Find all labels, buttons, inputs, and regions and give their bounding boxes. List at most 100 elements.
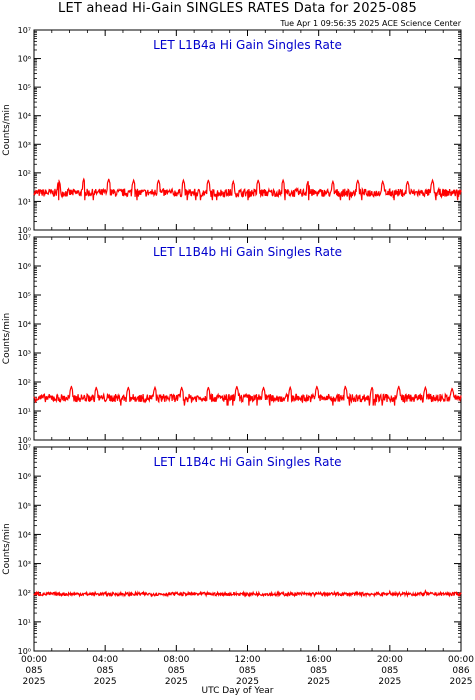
y-tick-label: 10¹: [18, 407, 31, 416]
series-point: [307, 180, 309, 183]
y-tick-label: 10³: [18, 140, 31, 149]
x-tick-label: 08:00: [163, 655, 189, 665]
x-tick-label: 2025: [94, 677, 117, 687]
y-tick-label: 10²: [18, 378, 31, 387]
series-point: [316, 385, 318, 388]
x-tick-label: 00:00: [448, 655, 474, 665]
series-point: [460, 191, 462, 193]
y-tick-label: 10²: [18, 169, 31, 178]
series-point: [246, 592, 249, 594]
y-tick-label: 10⁰: [18, 647, 31, 656]
series-point: [181, 386, 183, 389]
y-tick-label: 10⁷: [18, 26, 31, 35]
plot-frame: [33, 236, 462, 441]
series-point: [207, 386, 209, 389]
series-point: [257, 179, 259, 181]
series-point: [460, 592, 462, 594]
chart-panel-3: 10⁰ 10¹ 10² 10³ 10⁴ 10⁵ 10⁶ 10⁷ LET L1B4c Hi Gai…: [2, 443, 462, 656]
x-tick-label: 085: [310, 666, 327, 676]
series-point: [262, 386, 265, 389]
x-tick-label: 04:00: [92, 655, 118, 665]
series-point: [58, 179, 60, 181]
series-point: [318, 592, 320, 594]
series-point: [33, 396, 35, 398]
series-point: [175, 592, 177, 594]
y-tick-label: 10⁵: [18, 83, 31, 92]
x-tick-label: 16:00: [306, 655, 332, 665]
y-tick-label: 10⁶: [18, 472, 31, 481]
y-tick-label: 10⁴: [18, 320, 31, 329]
y-tick-label: 10⁷: [18, 443, 31, 452]
y-tick-label: 10⁵: [18, 291, 31, 300]
series-point: [154, 386, 156, 389]
series-point: [344, 385, 346, 388]
series-line: [33, 177, 462, 201]
chart-panel-2: 10⁰ 10¹ 10² 10³ 10⁴ 10⁵ 10⁶ 10⁷ LET L1B4b Hi Gai…: [2, 233, 462, 445]
series-point: [451, 387, 453, 390]
series-point: [424, 590, 427, 592]
y-tick-label: 10⁴: [18, 530, 31, 539]
series-point: [133, 179, 135, 181]
series-point: [289, 386, 291, 389]
y-tick-label: 10⁷: [18, 233, 31, 242]
y-tick-label: 10²: [18, 589, 31, 598]
series-point: [70, 385, 72, 388]
series-point: [431, 179, 434, 181]
y-axis-label: Counts/min: [2, 313, 12, 364]
y-tick-label: 10⁶: [18, 262, 31, 271]
series-point: [389, 590, 391, 593]
series-point: [236, 385, 238, 388]
series-point: [332, 180, 334, 183]
x-tick-label: 12:00: [235, 655, 261, 665]
x-tick-label: 2025: [23, 677, 46, 687]
x-tick-label: 2025: [378, 677, 401, 687]
x-tick-label: 2025: [450, 677, 473, 687]
x-tick-label: 2025: [307, 677, 330, 687]
y-tick-label: 10¹: [18, 618, 31, 627]
x-tick-label: 20:00: [377, 655, 403, 665]
series-point: [33, 594, 35, 596]
series-point: [108, 178, 110, 180]
series-point: [424, 386, 427, 389]
x-tick-label: 085: [97, 666, 114, 676]
panel-title: LET L1B4a Hi Gain Singles Rate: [153, 38, 342, 52]
x-tick-label: 085: [25, 666, 42, 676]
x-tick-label: 2025: [236, 677, 259, 687]
series-point: [382, 180, 384, 183]
chart-title: LET ahead Hi-Gain SINGLES RATES Data for…: [58, 1, 417, 16]
timestamp: Tue Apr 1 09:56:35 2025 ACE Science Cent…: [280, 19, 461, 28]
x-tick-label: 085: [168, 666, 185, 676]
y-tick-label: 10⁵: [18, 501, 31, 510]
chart-panel-1: 10⁰ 10¹ 10² 10³ 10⁴ 10⁵ 10⁶ 10⁷ LET L1B4a Hi Gai…: [2, 26, 462, 235]
series-point: [398, 385, 400, 388]
y-axis-label: Counts/min: [2, 104, 12, 155]
x-axis-label: UTC Day of Year: [201, 686, 274, 696]
x-tick-label: 085: [381, 666, 398, 676]
plot-frame: [33, 446, 462, 652]
panel-title: LET L1B4b Hi Gain Singles Rate: [153, 245, 342, 259]
series-point: [371, 386, 373, 389]
x-tick-label: 085: [239, 666, 256, 676]
x-tick-label: 2025: [165, 677, 188, 687]
series-point: [83, 178, 85, 180]
series-point: [95, 386, 97, 389]
series-point: [232, 180, 234, 183]
series-point: [104, 592, 106, 594]
y-tick-label: 10⁰: [18, 436, 31, 445]
y-tick-label: 10³: [18, 349, 31, 358]
y-tick-label: 10⁴: [18, 112, 31, 121]
y-tick-label: 10⁶: [18, 55, 31, 64]
series-point: [407, 180, 409, 183]
series-point: [357, 179, 359, 181]
series-point: [207, 179, 209, 181]
series-point: [282, 179, 284, 181]
y-axis-label: Counts/min: [2, 523, 12, 574]
series-point: [33, 193, 35, 195]
